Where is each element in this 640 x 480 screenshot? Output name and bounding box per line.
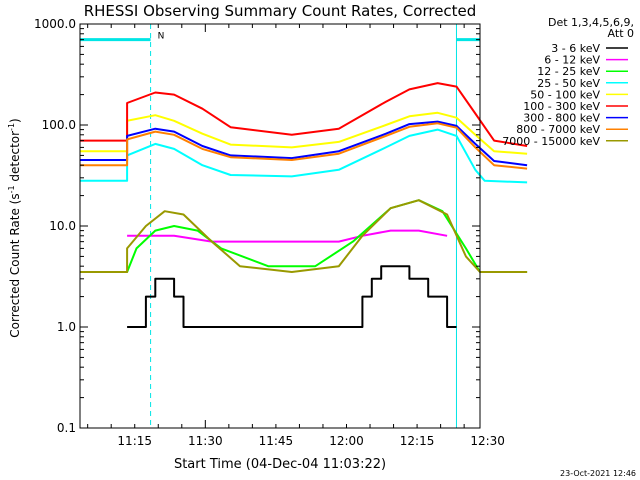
y-tick-label: 100.0 (42, 118, 76, 132)
y-axis-label-main: Corrected Count Rate (s (8, 193, 22, 337)
legend-label: 7000 - 15000 keV (502, 135, 600, 148)
y-tick-label: 0.1 (57, 421, 76, 435)
x-tick-label: 12:00 (329, 434, 364, 448)
x-tick-label: 11:45 (259, 434, 294, 448)
chart-title: RHESSI Observing Summary Count Rates, Co… (84, 2, 477, 20)
series-line-4 (80, 111, 528, 155)
series-line-3 (80, 128, 528, 184)
legend-label: 100 - 300 keV (523, 100, 600, 113)
y-axis-label: Corrected Count Rate (s-1 detector-1) (7, 118, 22, 337)
marker-lines: N (79, 24, 481, 428)
series-line-6 (80, 120, 528, 167)
legend-label: 800 - 7000 keV (516, 123, 600, 136)
series-lines (80, 82, 528, 328)
legend-label: 12 - 25 keV (537, 65, 600, 78)
x-tick-label: 12:15 (400, 434, 435, 448)
legend-label: 300 - 800 keV (523, 112, 600, 125)
series-line-5 (80, 82, 528, 147)
legend-header-attenuator: Att 0 (608, 27, 634, 40)
x-axis-ticks: 11:15 11:30 11:45 12:00 12:15 12:30 (87, 24, 505, 448)
y-tick-label: 1.0 (57, 320, 76, 334)
legend-label: 50 - 100 keV (530, 88, 600, 101)
legend-header-detectors: Det 1,3,4,5,6,9, (548, 16, 634, 29)
series-line-8 (80, 199, 528, 273)
series-line-7 (80, 122, 528, 170)
legend-label: 6 - 12 keV (544, 54, 600, 67)
y-axis-label-exp1: -1 (7, 185, 16, 193)
footer-timestamp: 23-Oct-2021 12:46 (560, 469, 636, 478)
plot-frame (79, 23, 481, 429)
y-tick-label: 10.0 (49, 219, 76, 233)
series-line-1 (127, 229, 448, 243)
x-axis-label: Start Time (04-Dec-04 11:03:22) (174, 457, 386, 472)
flag-label: N (158, 32, 165, 42)
series-line-0 (127, 265, 457, 328)
y-axis-label-end: ) (8, 118, 22, 123)
y-axis-ticks: 1000.0 100.0 10.0 1.0 0.1 (34, 17, 480, 435)
legend-label: 25 - 50 keV (537, 77, 600, 90)
x-tick-label: 11:15 (117, 434, 152, 448)
y-axis-label-mid: detector (8, 131, 22, 186)
y-tick-label: 1000.0 (34, 17, 76, 31)
legend-label: 3 - 6 keV (551, 42, 600, 55)
x-tick-label: 12:30 (470, 434, 505, 448)
x-tick-label: 11:30 (188, 434, 223, 448)
y-axis-label-exp2: -1 (7, 123, 16, 131)
